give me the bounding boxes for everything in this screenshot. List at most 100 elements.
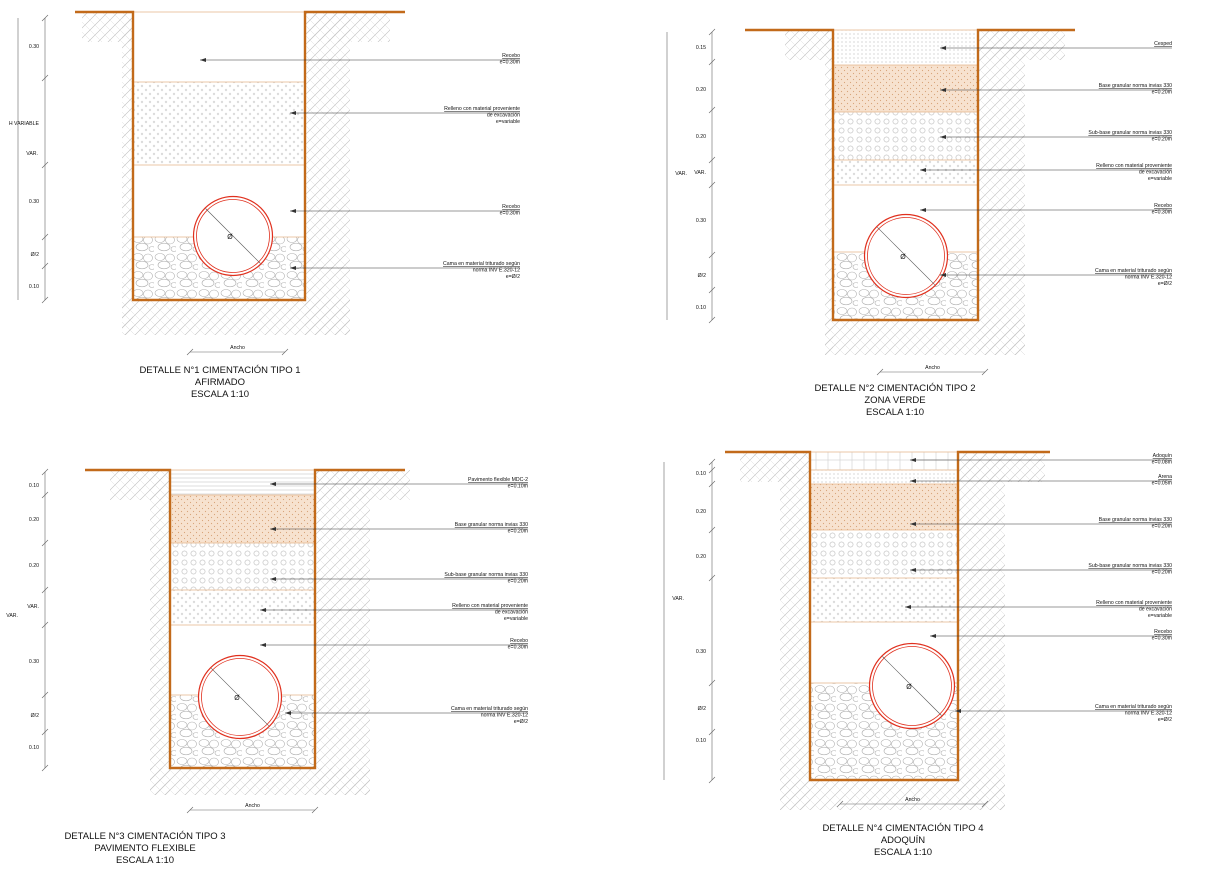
soil-hatch [150,470,170,795]
leader-arrow [200,58,206,62]
leader-arrow [290,111,296,115]
soil-hatch [122,12,133,335]
leader-arrow [270,577,276,581]
width-dimension-label: Ancho [230,345,245,351]
soil-hatch [825,320,1025,355]
note-text: e=Ø/2 [1158,281,1172,287]
detail-d3: Ø Pavimento flexible MDC-2e=0.10m Base gra… [6,468,528,866]
dimension-label: 0.10 [696,471,706,477]
detail-scale: ESCALA 1:10 [866,407,924,418]
note-text: Recebo [1154,629,1172,635]
note-text: Recebo [1154,203,1172,209]
dimension-tick [186,806,194,814]
note-text: e=0.20m [508,579,528,585]
detail-scale: ESCALA 1:10 [874,847,932,858]
detail-scale: ESCALA 1:10 [116,855,174,866]
note-text: e=0.05m [1152,481,1172,487]
note-text: Relleno con material proveniente [452,603,528,609]
dimension-label: 0.20 [696,554,706,560]
leader-arrow [270,482,276,486]
dimension-label: Ø/2 [698,273,706,279]
leader-arrow [940,88,946,92]
note-text: e=Ø/2 [1158,717,1172,723]
dimension-label: Ø/2 [31,713,39,719]
dimension-label: Ø/2 [31,252,39,258]
trench-wall [725,450,1050,782]
note-text: Relleno con material proveniente [444,106,520,112]
leader-arrow [290,209,296,213]
dimension-tick [41,14,49,22]
dimension-label: Ø/2 [698,706,706,712]
leader-arrow [940,46,946,50]
soil-hatch [780,452,810,810]
layer-pavers [810,452,958,470]
dimension-tick [708,251,716,259]
pipe-inner [867,217,945,295]
leader-arrow [910,568,916,572]
note-text: Cama en material triturado según [1095,268,1172,274]
note-text: de excavación [1139,607,1172,613]
dimension-tick [41,233,49,241]
pipe-diameter-label: Ø [900,254,906,261]
dimension-tick [41,161,49,169]
note-text: de excavación [487,113,520,119]
trench-wall [745,28,1075,322]
leader-arrow [270,527,276,531]
note-text: Cama en material triturado según [1095,704,1172,710]
total-dimension-label: VAR. [6,613,18,619]
note-text: Relleno con material proveniente [1096,163,1172,169]
dimension-tick [41,539,49,547]
dimension-label: 0.10 [29,483,39,489]
note-text: de excavación [1139,170,1172,176]
leader-arrow [285,711,291,715]
dimension-tick [41,621,49,629]
width-dimension-label: Ancho [245,803,260,809]
note-text: e=Ø/2 [514,719,528,725]
dimension-tick [708,480,716,488]
dimension-tick [708,466,716,474]
dimension-tick [41,491,49,499]
detail-subtitle: ADOQUÍN [881,835,925,846]
dimension-label: 0.30 [29,199,39,205]
note-text: Arena [1158,474,1172,480]
note-text: Recebo [502,204,520,210]
dimension-tick [708,181,716,189]
pipe-inner [201,658,279,736]
note-text: e=variable [1148,176,1172,182]
note-text: norma INV E.320-12 [1125,275,1172,281]
dimension-label: 0.15 [696,45,706,51]
soil-hatch [305,12,350,335]
leader-arrow [920,208,926,212]
layer-sub [833,112,978,160]
layer-sub [810,530,958,578]
dimension-tick [981,368,989,376]
note-text: e=0.30m [508,645,528,651]
total-dimension-label: VAR. [26,151,38,157]
note-text: norma INV E.320-12 [473,268,520,274]
dimension-tick [708,574,716,582]
leader-arrow [910,479,916,483]
layer-asphalt [170,470,315,495]
leader-arrow [910,522,916,526]
note-text: e=0.10m [508,484,528,490]
dimension-tick [708,316,716,324]
note-text: Base granular norma invias 330 [455,522,528,528]
dimension-tick [708,28,716,36]
dimension-tick [708,458,716,466]
layer-fill [170,590,315,625]
note-text: e=0.30m [500,60,520,66]
pipe-diameter-line [205,208,261,264]
dimension-label: 0.30 [696,649,706,655]
dimension-label: H VARIABLE [9,121,40,127]
dimension-tick [311,806,319,814]
width-dimension-label: Ancho [905,797,920,803]
leader-arrow [260,643,266,647]
note-text: e=0.20m [508,529,528,535]
dimension-tick [281,348,289,356]
dimension-tick [708,106,716,114]
dimension-label: 0.10 [696,305,706,311]
detail-title: DETALLE N°4 CIMENTACIÓN TIPO 4 [822,823,983,834]
